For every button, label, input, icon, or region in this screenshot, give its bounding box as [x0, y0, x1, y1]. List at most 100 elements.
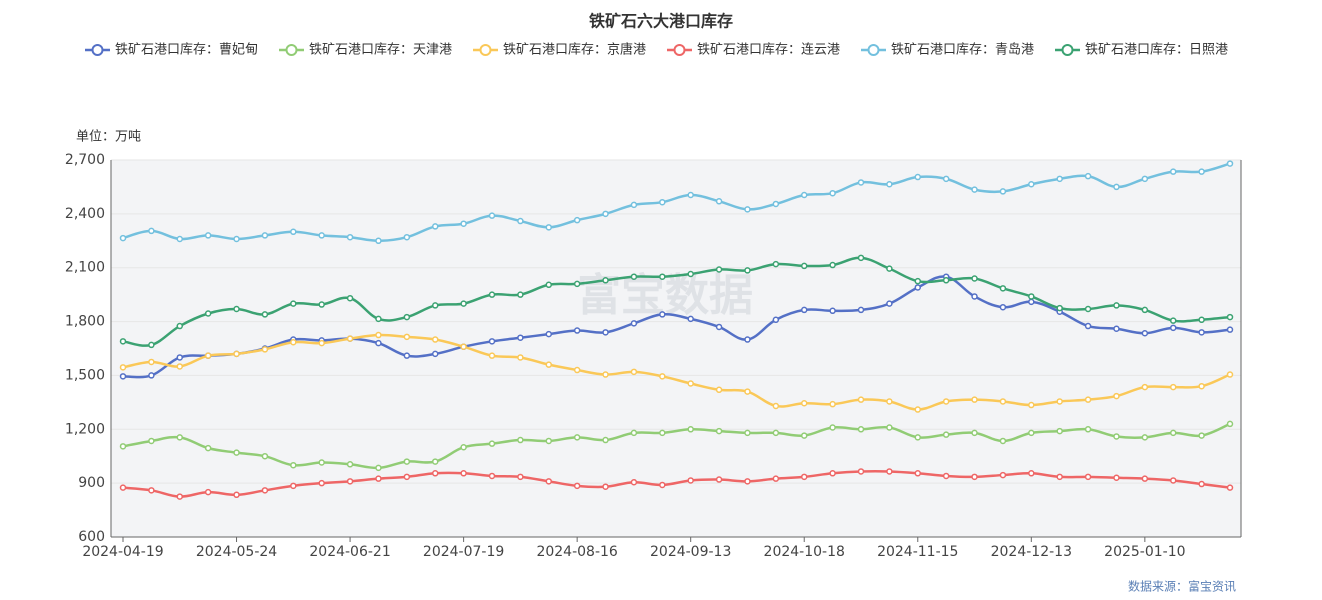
data-point: [375, 339, 382, 347]
data-point: [1198, 316, 1205, 324]
data-point: [119, 364, 127, 371]
data-point: [318, 459, 325, 466]
data-point: [1169, 324, 1177, 332]
y-tick-label: 1,500: [65, 367, 105, 383]
data-point: [744, 336, 751, 343]
data-point: [1169, 429, 1177, 437]
data-point: [460, 300, 467, 307]
source: 数据来源：富宝资讯: [1128, 579, 1236, 594]
data-point: [233, 350, 240, 358]
x-tick-label: 2024-12-13: [991, 544, 1072, 560]
data-point: [914, 406, 922, 413]
series-line: [122, 422, 1231, 470]
legend-marker: [91, 44, 104, 56]
data-point: [971, 396, 978, 403]
data-point: [772, 402, 780, 410]
y-tick-label: 1,200: [65, 421, 105, 437]
data-point: [176, 434, 184, 441]
data-point: [488, 472, 496, 480]
data-point: [1141, 475, 1149, 482]
data-point: [1084, 305, 1092, 313]
data-point: [886, 300, 893, 307]
data-point: [1028, 470, 1035, 477]
data-point: [1141, 329, 1149, 337]
data-point: [431, 336, 439, 343]
data-point: [942, 398, 950, 405]
data-point: [687, 315, 694, 323]
data-point: [1141, 383, 1149, 391]
data-point: [148, 372, 155, 379]
data-point: [1169, 168, 1177, 175]
data-point: [403, 333, 411, 341]
data-point: [1113, 183, 1120, 191]
data-point: [1169, 477, 1177, 484]
data-point: [119, 373, 127, 380]
data-point: [488, 212, 496, 219]
data-point: [1226, 160, 1234, 167]
data-point: [829, 470, 836, 477]
data-point: [914, 277, 922, 285]
data-point: [517, 217, 524, 225]
data-point: [857, 179, 865, 186]
data-point: [573, 366, 581, 374]
data-point: [346, 294, 354, 302]
data-point: [1198, 480, 1205, 488]
data-point: [517, 354, 524, 361]
data-point: [857, 306, 865, 314]
data-point: [715, 427, 723, 435]
data-point: [602, 436, 609, 444]
legend-label: 铁矿石港口库存：京唐港: [503, 42, 646, 58]
x-tick-label: 2024-09-13: [650, 544, 731, 560]
data-point: [119, 234, 127, 242]
x-tick-label: 2025-01-10: [1104, 544, 1185, 560]
data-point: [517, 291, 524, 298]
data-point: [602, 483, 609, 490]
data-point: [1113, 392, 1120, 400]
data-point: [659, 373, 666, 380]
data-point: [233, 235, 240, 243]
data-point: [1226, 371, 1234, 378]
data-point: [800, 432, 808, 439]
legend-label: 铁矿石港口库存：连云港: [697, 42, 840, 58]
data-point: [1198, 432, 1205, 439]
data-point: [176, 493, 184, 500]
series-line: [122, 333, 1231, 411]
data-point: [744, 267, 751, 274]
data-point: [715, 476, 723, 483]
data-point: [488, 291, 496, 298]
data-point: [800, 306, 808, 314]
data-point: [1084, 396, 1092, 403]
data-point: [1169, 317, 1177, 324]
y-tick-label: 2,400: [65, 206, 105, 222]
data-point: [148, 341, 155, 349]
data-point: [1084, 322, 1092, 330]
data-point: [1113, 302, 1120, 309]
data-point: [204, 232, 212, 239]
data-point: [772, 316, 780, 324]
data-point: [545, 281, 553, 289]
data-point: [1169, 383, 1177, 391]
data-point: [261, 346, 269, 353]
data-point: [403, 473, 411, 481]
data-point: [772, 200, 780, 208]
data-point: [176, 322, 184, 330]
data-point: [460, 470, 467, 477]
data-point: [1028, 401, 1035, 409]
x-tick-label: 2024-11-15: [877, 544, 958, 560]
data-point: [886, 468, 893, 475]
series-line: [122, 162, 1231, 243]
data-point: [488, 338, 496, 345]
data-point: [886, 424, 893, 431]
legend-marker: [1061, 44, 1074, 56]
data-point: [573, 280, 581, 288]
data-point: [261, 232, 269, 239]
data-point: [460, 220, 467, 227]
data-point: [602, 277, 609, 284]
data-point: [971, 186, 978, 193]
data-point: [1198, 168, 1205, 175]
data-point: [261, 311, 269, 318]
data-point: [999, 188, 1007, 195]
series-line: [122, 256, 1231, 347]
data-point: [403, 233, 411, 241]
